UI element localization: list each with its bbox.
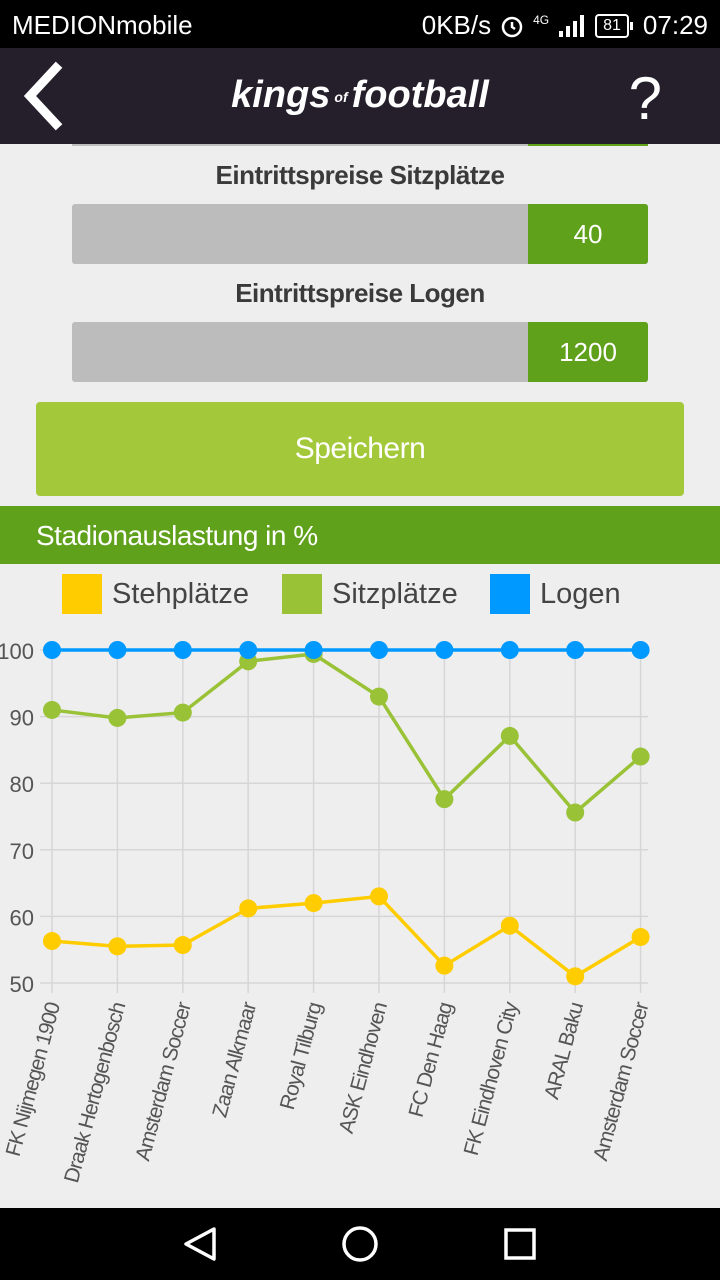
data-point — [566, 967, 585, 986]
data-point — [435, 641, 454, 659]
data-point — [43, 700, 61, 719]
section-header: Stadionauslastung in % — [0, 506, 720, 564]
data-point — [108, 937, 127, 956]
x-tick-label: Royal Tilburg — [276, 1000, 327, 1112]
logo-word-of: of — [334, 88, 348, 105]
data-point — [370, 887, 388, 906]
nav-home-icon[interactable] — [340, 1224, 380, 1264]
save-button[interactable]: Speichern — [36, 402, 684, 496]
legend-item-sitzplaetze: Sitzplätze — [282, 574, 458, 614]
y-tick-label: 70 — [10, 839, 34, 864]
y-tick-label: 60 — [10, 905, 34, 930]
x-tick-label: ARAL Baku — [540, 1000, 588, 1102]
y-tick-label: 80 — [10, 772, 34, 797]
alarm-icon — [501, 16, 523, 37]
data-point — [370, 641, 388, 659]
x-tick-label: Zaan Alkmaar — [208, 999, 261, 1119]
data-point — [43, 641, 61, 659]
logo-word-football: football — [351, 74, 489, 116]
legend-label: Stehplätze — [112, 577, 250, 610]
battery-icon: 81 — [595, 13, 633, 38]
clock: 07:29 — [642, 10, 708, 40]
x-tick-label: Amsterdam Soccer — [131, 999, 196, 1163]
legend-swatch — [62, 574, 102, 614]
legend-item-stehplaetze: Stehplätze — [62, 574, 249, 614]
series-line — [51, 894, 642, 979]
seats-price-value[interactable]: 40 — [528, 204, 648, 264]
network-type: 4G — [533, 12, 550, 27]
y-tick-label: 50 — [10, 972, 34, 997]
legend-swatch — [490, 574, 530, 614]
app-bar: kings of football ? — [0, 48, 720, 144]
previous-slider-edge — [72, 144, 648, 146]
navigation-bar — [0, 1208, 720, 1280]
legend-swatch — [282, 574, 322, 614]
data-point — [631, 928, 650, 947]
data-point — [239, 899, 258, 918]
data-point — [500, 726, 519, 745]
data-point — [173, 936, 192, 955]
y-tick-label: 100 — [0, 639, 34, 664]
boxes-price-label: Eintrittspreise Logen — [235, 278, 485, 308]
x-tick-label: ASK Eindhoven — [335, 1000, 392, 1136]
boxes-price-slider[interactable]: 1200 — [72, 322, 648, 382]
data-point — [239, 641, 258, 659]
nav-recents-icon[interactable] — [502, 1226, 538, 1262]
data-point — [370, 687, 388, 706]
seats-price-slider[interactable]: 40 — [72, 204, 648, 264]
data-point — [435, 790, 454, 809]
data-point — [43, 932, 61, 951]
legend-label: Sitzplätze — [332, 577, 458, 610]
signal-icon — [559, 14, 585, 37]
x-tick-label: Draak Hertogenbosch — [60, 1000, 130, 1185]
data-point — [631, 641, 650, 659]
logo-word-kings: kings — [231, 74, 331, 116]
x-tick-label: FC Den Haag — [405, 1000, 458, 1120]
data-point — [173, 641, 192, 659]
data-point — [304, 894, 323, 913]
network-speed: 0KB/s — [421, 10, 492, 40]
boxes-price-value[interactable]: 1200 — [528, 322, 648, 382]
status-icons: 0KB/s 4G 81 07:29 — [422, 10, 708, 41]
legend-label: Logen — [540, 577, 621, 610]
nav-back-icon[interactable] — [180, 1226, 220, 1262]
app-logo: kings of football — [0, 74, 720, 117]
legend-item-logen: Logen — [490, 574, 621, 614]
x-tick-label: FK Eindhoven City — [460, 999, 523, 1158]
series-line — [51, 652, 642, 815]
seats-price-label: Eintrittspreise Sitzplätze — [215, 160, 505, 190]
chart-legend: Stehplätze Sitzplätze Logen — [0, 572, 720, 624]
data-point — [566, 803, 585, 822]
status-bar: MEDIONmobile 0KB/s 4G 81 07:29 — [0, 0, 720, 48]
data-point — [173, 703, 192, 722]
data-point — [566, 641, 585, 659]
data-point — [500, 916, 519, 935]
data-point — [631, 747, 650, 766]
back-arrow-icon[interactable] — [20, 58, 90, 134]
x-tick-label: FK Nijmegen 1900 — [2, 1000, 65, 1159]
data-point — [500, 641, 519, 659]
x-tick-label: Amsterdam Soccer — [589, 999, 654, 1163]
section-title: Stadionauslastung in % — [36, 520, 318, 551]
data-point — [108, 708, 127, 727]
help-button[interactable]: ? — [628, 65, 662, 132]
data-point — [435, 956, 454, 975]
y-tick-label: 90 — [10, 706, 34, 731]
carrier-name: MEDIONmobile — [12, 10, 193, 40]
data-point — [304, 641, 323, 659]
data-point — [108, 641, 127, 659]
